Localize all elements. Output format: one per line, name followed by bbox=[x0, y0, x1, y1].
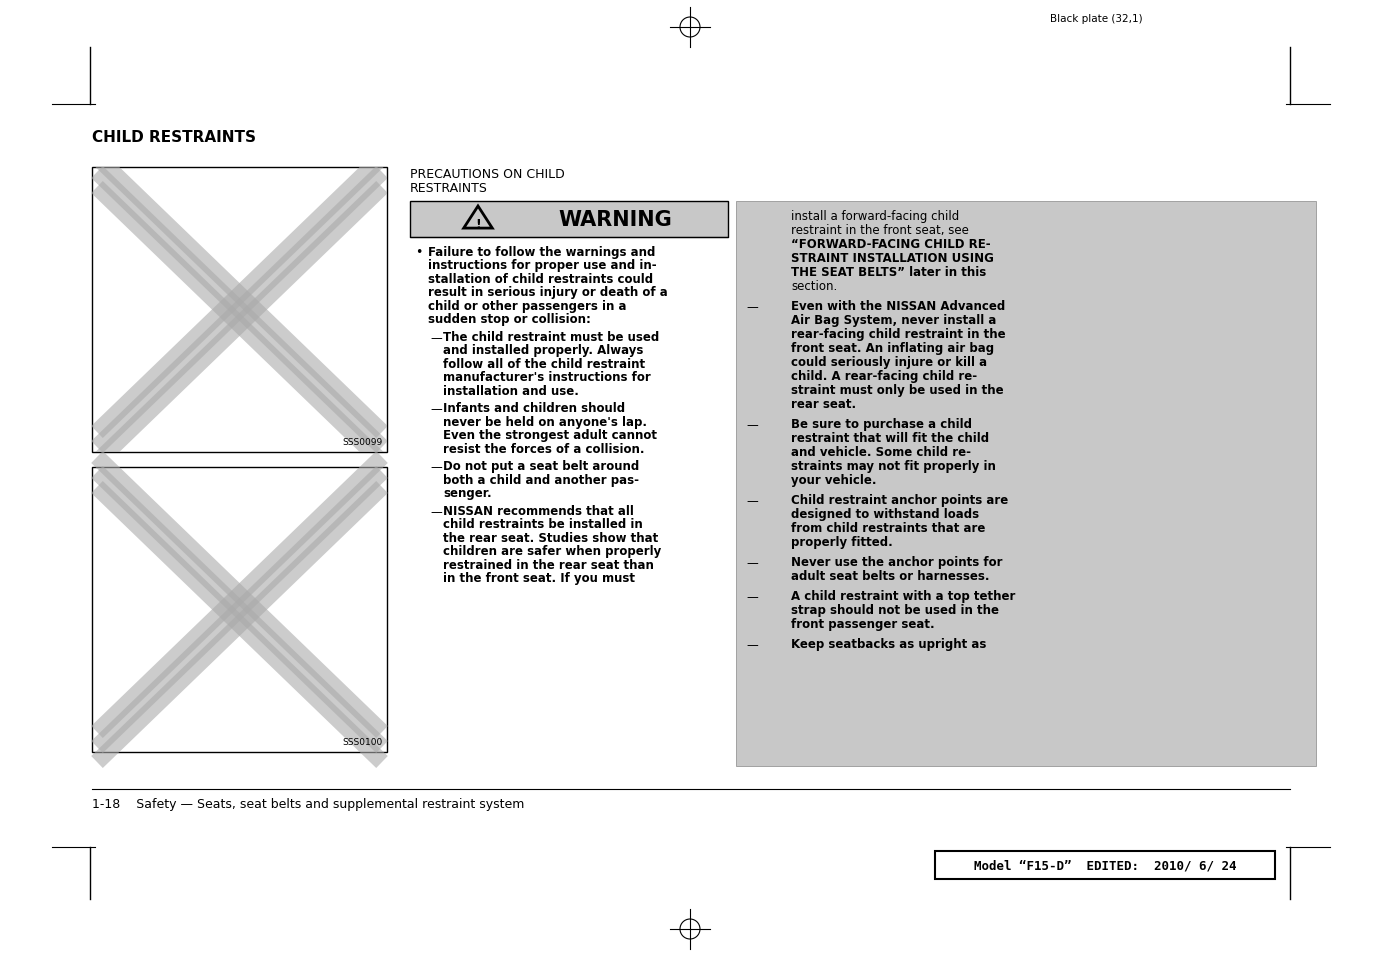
Text: front passenger seat.: front passenger seat. bbox=[791, 618, 935, 630]
Text: straints may not fit properly in: straints may not fit properly in bbox=[791, 459, 996, 473]
Text: and installed properly. Always: and installed properly. Always bbox=[443, 344, 644, 357]
Text: —: — bbox=[746, 495, 758, 507]
Text: strap should not be used in the: strap should not be used in the bbox=[791, 603, 998, 617]
Bar bbox=[736, 202, 1316, 766]
Text: —: — bbox=[429, 403, 442, 416]
Text: —: — bbox=[429, 332, 442, 345]
Text: A child restraint with a top tether: A child restraint with a top tether bbox=[791, 589, 1015, 602]
Text: stallation of child restraints could: stallation of child restraints could bbox=[428, 273, 653, 286]
Text: RESTRAINTS: RESTRAINTS bbox=[410, 182, 487, 194]
Text: the rear seat. Studies show that: the rear seat. Studies show that bbox=[443, 532, 659, 544]
Text: Never use the anchor points for: Never use the anchor points for bbox=[791, 556, 1003, 568]
Text: —: — bbox=[746, 301, 758, 314]
Text: both a child and another pas-: both a child and another pas- bbox=[443, 474, 639, 486]
Text: sudden stop or collision:: sudden stop or collision: bbox=[428, 314, 591, 326]
Text: installation and use.: installation and use. bbox=[443, 385, 579, 397]
Text: Infants and children should: Infants and children should bbox=[443, 402, 626, 416]
Text: Failure to follow the warnings and: Failure to follow the warnings and bbox=[428, 246, 656, 258]
Text: Keep seatbacks as upright as: Keep seatbacks as upright as bbox=[791, 638, 986, 650]
Text: —: — bbox=[746, 418, 758, 432]
Text: NISSAN recommends that all: NISSAN recommends that all bbox=[443, 504, 634, 517]
Text: CHILD RESTRAINTS: CHILD RESTRAINTS bbox=[93, 130, 255, 145]
Text: child or other passengers in a: child or other passengers in a bbox=[428, 299, 627, 313]
Text: senger.: senger. bbox=[443, 487, 492, 500]
Text: adult seat belts or harnesses.: adult seat belts or harnesses. bbox=[791, 569, 990, 582]
Text: Even with the NISSAN Advanced: Even with the NISSAN Advanced bbox=[791, 299, 1005, 313]
Bar bbox=[93, 468, 387, 752]
Text: restrained in the rear seat than: restrained in the rear seat than bbox=[443, 558, 653, 572]
Text: child restraints be installed in: child restraints be installed in bbox=[443, 518, 642, 531]
Text: —: — bbox=[429, 461, 442, 474]
Text: and vehicle. Some child re-: and vehicle. Some child re- bbox=[791, 446, 971, 458]
Text: properly fitted.: properly fitted. bbox=[791, 536, 892, 548]
Bar bbox=[935, 851, 1275, 879]
Text: —: — bbox=[746, 557, 758, 569]
Text: your vehicle.: your vehicle. bbox=[791, 474, 877, 486]
Text: 1-18    Safety — Seats, seat belts and supplemental restraint system: 1-18 Safety — Seats, seat belts and supp… bbox=[93, 797, 525, 810]
Text: manufacturer's instructions for: manufacturer's instructions for bbox=[443, 371, 650, 384]
Text: WARNING: WARNING bbox=[558, 210, 671, 230]
Text: Even the strongest adult cannot: Even the strongest adult cannot bbox=[443, 429, 657, 442]
Text: Child restraint anchor points are: Child restraint anchor points are bbox=[791, 494, 1008, 506]
Text: “FORWARD-FACING CHILD RE-: “FORWARD-FACING CHILD RE- bbox=[791, 237, 990, 251]
Text: never be held on anyone's lap.: never be held on anyone's lap. bbox=[443, 416, 648, 429]
Text: —: — bbox=[429, 505, 442, 518]
Text: Do not put a seat belt around: Do not put a seat belt around bbox=[443, 460, 639, 473]
Text: SSS0100: SSS0100 bbox=[342, 738, 383, 746]
Text: install a forward-facing child: install a forward-facing child bbox=[791, 210, 960, 223]
Text: designed to withstand loads: designed to withstand loads bbox=[791, 507, 979, 520]
Text: front seat. An inflating air bag: front seat. An inflating air bag bbox=[791, 341, 994, 355]
Text: —: — bbox=[746, 590, 758, 603]
Text: STRAINT INSTALLATION USING: STRAINT INSTALLATION USING bbox=[791, 252, 994, 265]
Text: from child restraints that are: from child restraints that are bbox=[791, 521, 986, 535]
Text: could seriously injure or kill a: could seriously injure or kill a bbox=[791, 355, 987, 369]
Text: child. A rear-facing child re-: child. A rear-facing child re- bbox=[791, 370, 978, 382]
Text: rear-facing child restraint in the: rear-facing child restraint in the bbox=[791, 328, 1005, 340]
Text: —: — bbox=[746, 639, 758, 651]
Text: straint must only be used in the: straint must only be used in the bbox=[791, 384, 1004, 396]
Text: in the front seat. If you must: in the front seat. If you must bbox=[443, 572, 635, 585]
Text: Black plate (32,1): Black plate (32,1) bbox=[1050, 14, 1142, 24]
Text: THE SEAT BELTS” later in this: THE SEAT BELTS” later in this bbox=[791, 266, 986, 278]
Bar bbox=[93, 168, 387, 453]
Text: instructions for proper use and in-: instructions for proper use and in- bbox=[428, 259, 656, 273]
Text: result in serious injury or death of a: result in serious injury or death of a bbox=[428, 286, 668, 299]
Text: restraint in the front seat, see: restraint in the front seat, see bbox=[791, 224, 969, 236]
Bar bbox=[410, 202, 728, 237]
Polygon shape bbox=[464, 207, 492, 229]
Text: •: • bbox=[416, 246, 423, 258]
Text: Air Bag System, never install a: Air Bag System, never install a bbox=[791, 314, 996, 327]
Text: SSS0099: SSS0099 bbox=[342, 437, 383, 447]
Text: follow all of the child restraint: follow all of the child restraint bbox=[443, 357, 645, 371]
Text: resist the forces of a collision.: resist the forces of a collision. bbox=[443, 442, 645, 456]
Text: Model “F15-D”  EDITED:  2010/ 6/ 24: Model “F15-D” EDITED: 2010/ 6/ 24 bbox=[974, 859, 1236, 872]
Text: The child restraint must be used: The child restraint must be used bbox=[443, 331, 659, 344]
Text: restraint that will fit the child: restraint that will fit the child bbox=[791, 432, 989, 444]
Text: children are safer when properly: children are safer when properly bbox=[443, 545, 661, 558]
Text: PRECAUTIONS ON CHILD: PRECAUTIONS ON CHILD bbox=[410, 168, 565, 181]
Text: !: ! bbox=[475, 217, 481, 231]
Text: Be sure to purchase a child: Be sure to purchase a child bbox=[791, 417, 972, 431]
Text: section.: section. bbox=[791, 280, 837, 293]
Text: rear seat.: rear seat. bbox=[791, 397, 856, 411]
